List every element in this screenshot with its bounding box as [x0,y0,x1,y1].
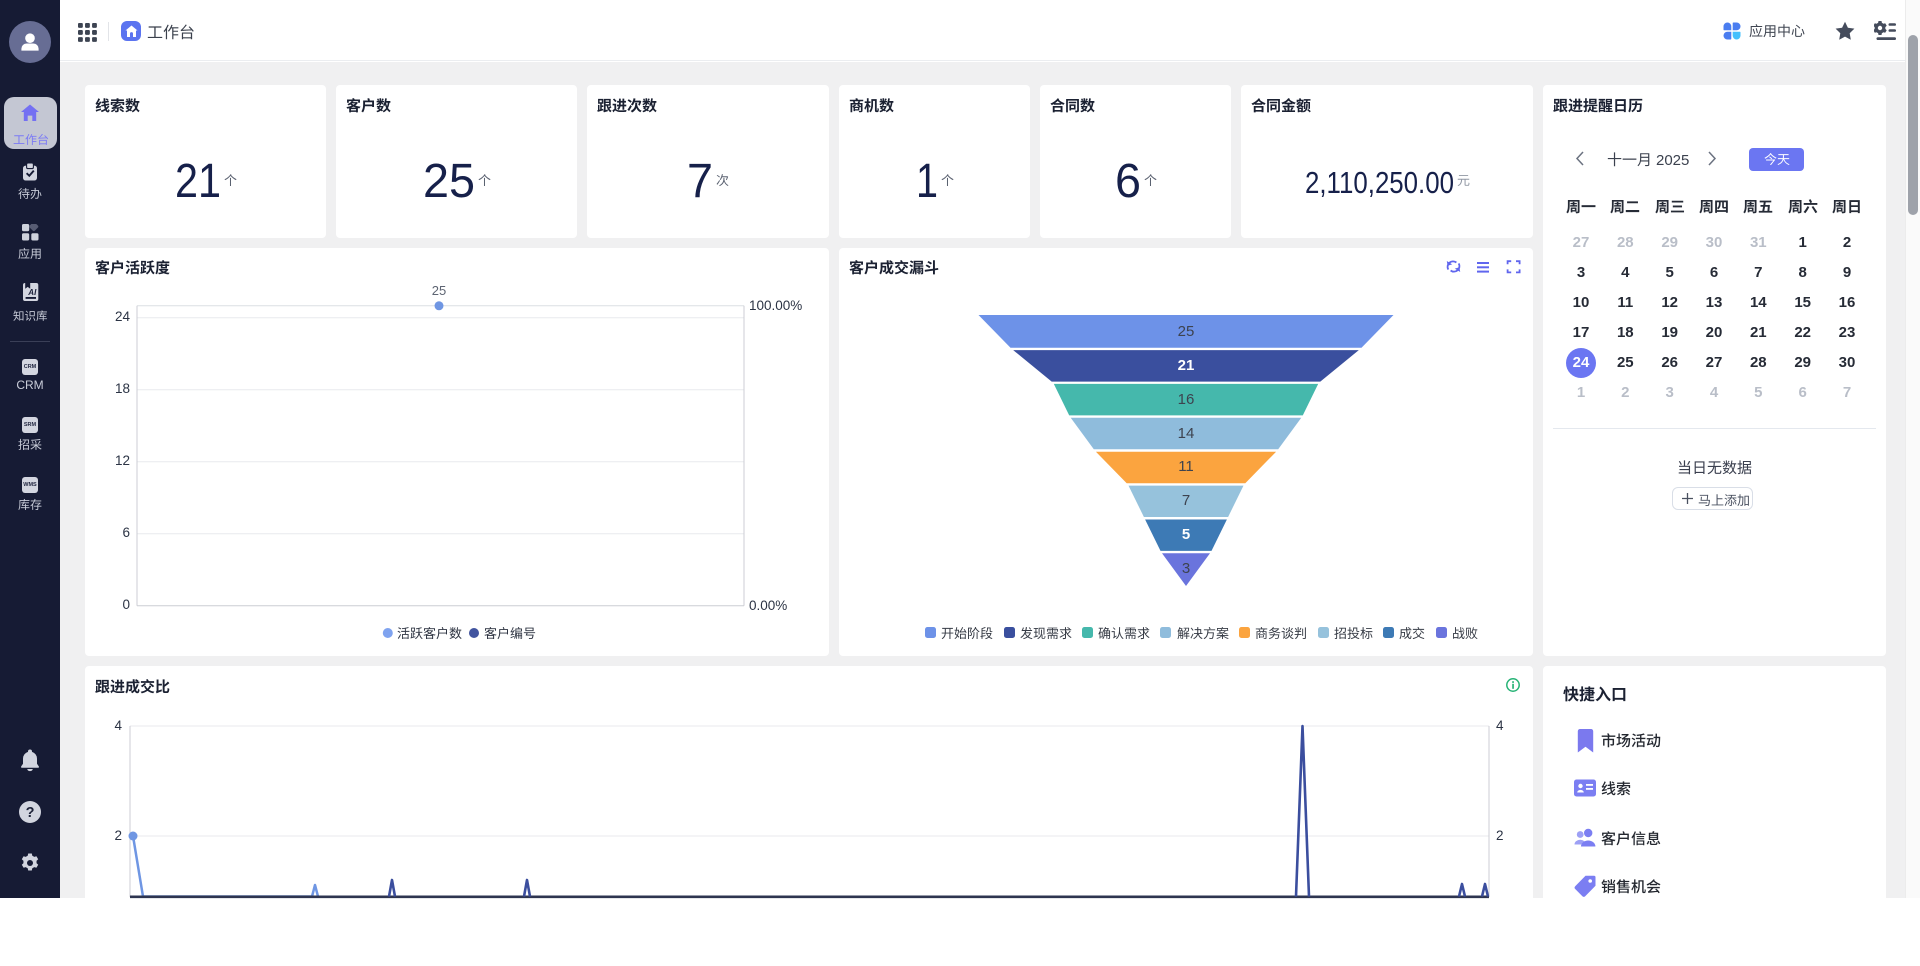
svg-text:7: 7 [687,155,713,208]
svg-text:6: 6 [1115,155,1141,208]
svg-text:2,110,250.00: 2,110,250.00 [1305,165,1454,200]
svg-text:?: ? [26,805,35,821]
svg-text:AI: AI [27,288,37,297]
svg-text:25: 25 [423,155,475,208]
svg-text:21: 21 [175,155,221,208]
svg-text:1: 1 [916,155,938,208]
